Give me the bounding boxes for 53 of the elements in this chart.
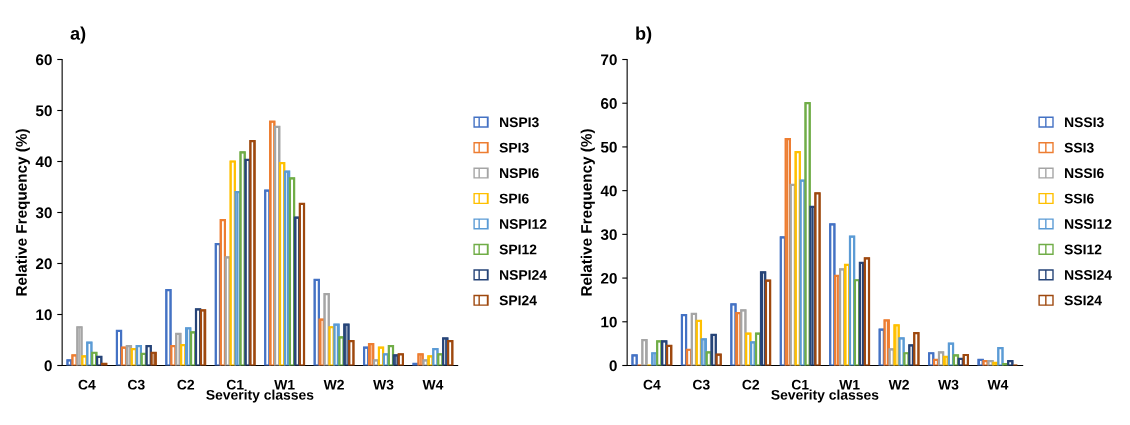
x-tick-label: W3 <box>938 379 959 390</box>
legend-label: SPI3 <box>499 142 529 153</box>
legend-label: SPI12 <box>499 244 537 255</box>
text: b) <box>636 26 652 44</box>
x-tick-label: W1 <box>274 379 295 390</box>
legend-label: NSSI12 <box>1065 219 1112 229</box>
legend-label: SPI6 <box>499 193 529 204</box>
x-tick-label: C3 <box>693 379 710 390</box>
x-tick-label: W2 <box>888 379 909 390</box>
y-tick-label: 30 <box>35 207 52 219</box>
y-tick-label: 50 <box>600 141 617 153</box>
y-tick-label: 10 <box>601 316 617 328</box>
y-tick-label: 20 <box>35 258 52 270</box>
legend-label: SSI6 <box>1064 193 1094 204</box>
legend-label: SPI24 <box>499 295 537 306</box>
y-tick-label: 0 <box>44 360 52 372</box>
x-axis-title: Severity classes <box>771 389 879 403</box>
y-tick-label: 60 <box>35 54 52 66</box>
legend-label: SSI3 <box>1064 142 1094 153</box>
x-tick-label: W3 <box>373 379 394 390</box>
y-tick-label: 50 <box>35 105 52 117</box>
legend-label: SSI24 <box>1064 295 1102 306</box>
y-tick-label: 40 <box>35 156 52 168</box>
y-tick-label: 10 <box>36 309 52 321</box>
legend-label: NSPI3 <box>500 117 539 128</box>
x-tick-label: C1 <box>226 379 244 390</box>
legend-label: SSI12 <box>1064 244 1102 255</box>
x-tick-label: C2 <box>177 379 195 390</box>
y-axis-title: Relative Frequency (%) <box>580 129 595 296</box>
y-tick-label: 60 <box>600 98 617 109</box>
legend-label: NSSI6 <box>1065 168 1104 179</box>
x-tick-label: W4 <box>987 379 1009 390</box>
x-tick-label: C3 <box>128 379 145 390</box>
x-tick-label: C1 <box>791 379 809 390</box>
legend-label: NSPI12 <box>500 219 547 229</box>
legend-label: NSPI6 <box>500 168 539 179</box>
y-tick-label: 0 <box>609 360 617 372</box>
x-axis-title: Severity classes <box>206 389 314 403</box>
text: a) <box>70 26 86 44</box>
x-tick-label: C4 <box>643 379 661 390</box>
legend-label: NSSI24 <box>1065 270 1112 280</box>
legend-label: NSPI24 <box>500 270 547 280</box>
x-tick-label: C4 <box>78 379 96 390</box>
x-tick-label: W1 <box>839 379 860 390</box>
y-tick-label: 40 <box>600 185 617 197</box>
y-tick-label: 30 <box>600 229 617 241</box>
y-axis-title: Relative Frequency (%) <box>15 129 30 296</box>
y-tick-label: 20 <box>600 272 617 284</box>
x-tick-label: W2 <box>323 379 344 390</box>
legend-label: NSSI3 <box>1065 117 1104 128</box>
x-tick-label: C2 <box>742 379 760 390</box>
y-tick-label: 70 <box>601 54 617 66</box>
x-tick-label: W4 <box>422 379 444 390</box>
